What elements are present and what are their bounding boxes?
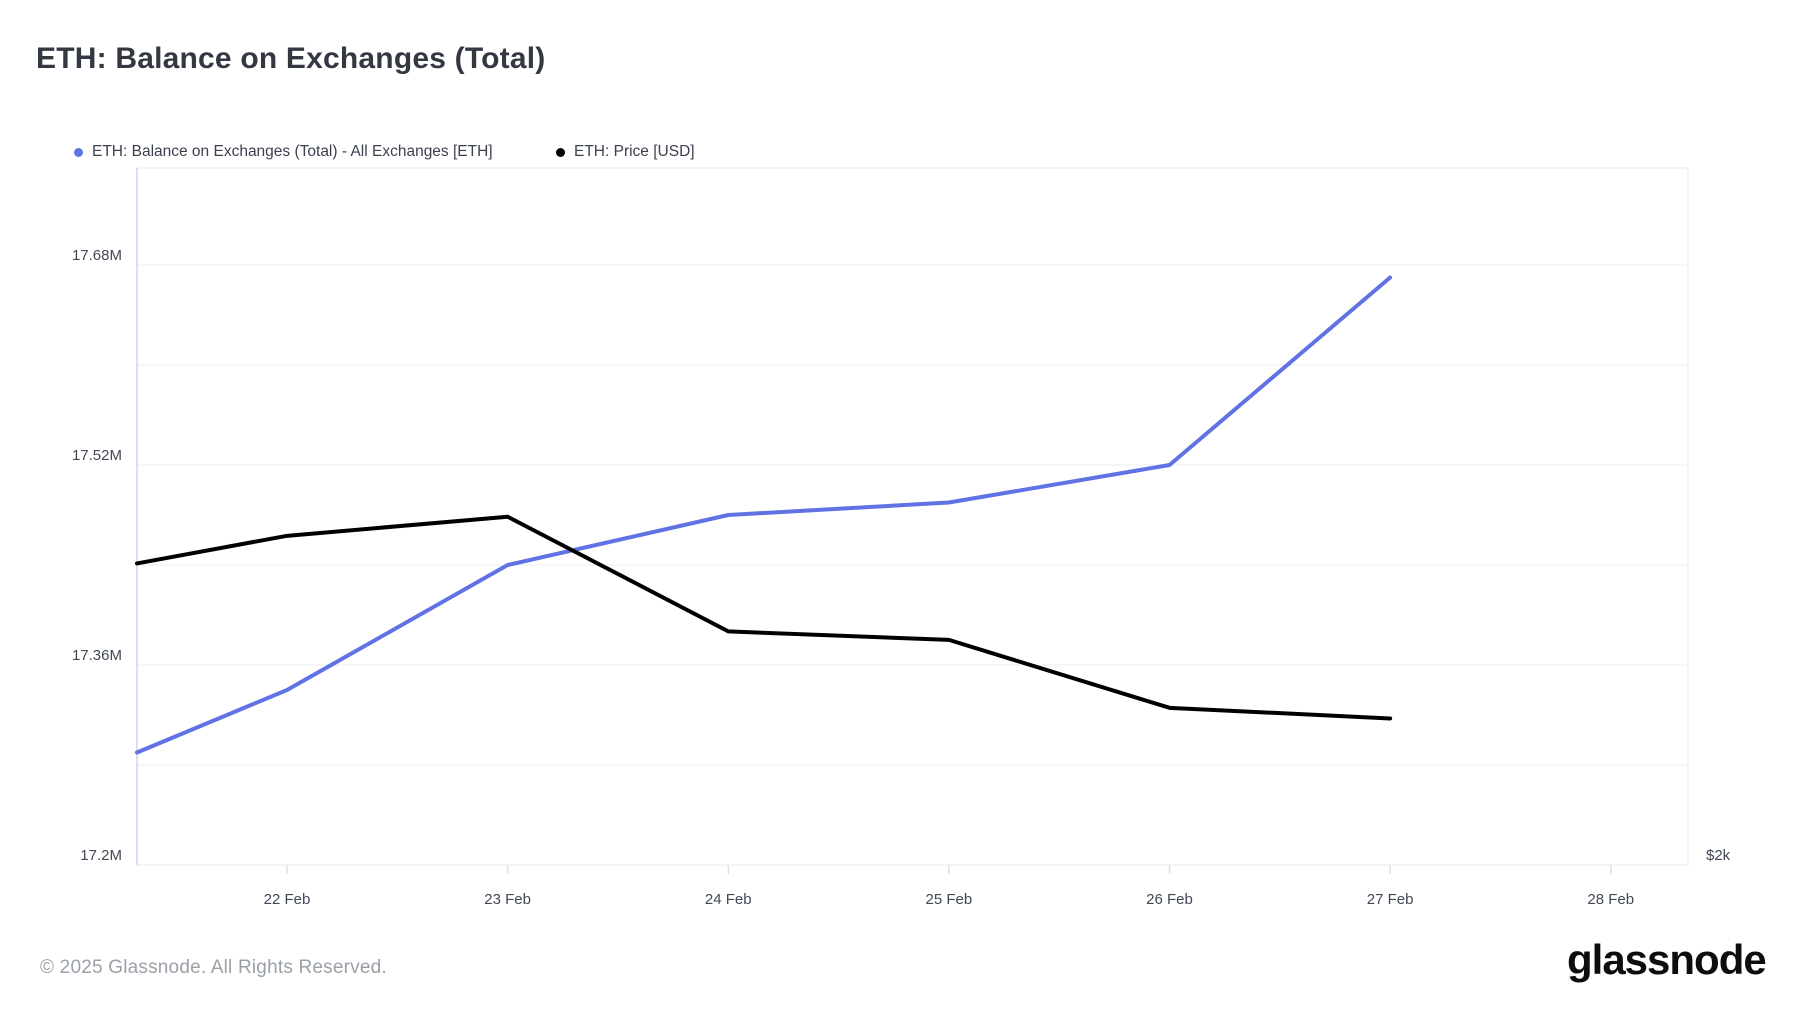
y-axis-label: 17.36M — [72, 647, 122, 664]
price-series-line[interactable] — [135, 514, 1393, 721]
x-axis-label: 27 Feb — [1367, 891, 1414, 908]
x-axis-label: 24 Feb — [705, 891, 752, 908]
balance-series-dot-icon — [74, 147, 83, 157]
y-axis-label: 17.68M — [72, 247, 122, 264]
chart-legend: ETH: Balance on Exchanges (Total) - All … — [74, 143, 1274, 163]
y-axis-label: 17.52M — [72, 447, 122, 464]
right-axis-label: $2k — [1706, 847, 1731, 864]
y-axis-label: 17.2M — [80, 847, 122, 864]
x-axis-label: 28 Feb — [1587, 891, 1634, 908]
legend-item-price[interactable]: ETH: Price [USD] — [556, 143, 695, 161]
x-axis-label: 25 Feb — [926, 891, 973, 908]
x-axis-label: 23 Feb — [484, 891, 531, 908]
footer-copyright: © 2025 Glassnode. All Rights Reserved. — [40, 957, 387, 978]
legend-item-label: ETH: Price [USD] — [574, 143, 695, 160]
legend-item-balance[interactable]: ETH: Balance on Exchanges (Total) - All … — [74, 143, 493, 161]
x-axis-label: 22 Feb — [264, 891, 311, 908]
page-title: ETH: Balance on Exchanges (Total) — [36, 42, 546, 75]
x-axis-label: 26 Feb — [1146, 891, 1193, 908]
plot-border — [136, 167, 1689, 866]
price-series-dot-icon — [556, 147, 565, 157]
balance-series-line[interactable] — [135, 275, 1393, 755]
glassnode-logo[interactable]: glassnode — [1567, 936, 1767, 983]
legend-item-label: ETH: Balance on Exchanges (Total) - All … — [92, 143, 493, 160]
